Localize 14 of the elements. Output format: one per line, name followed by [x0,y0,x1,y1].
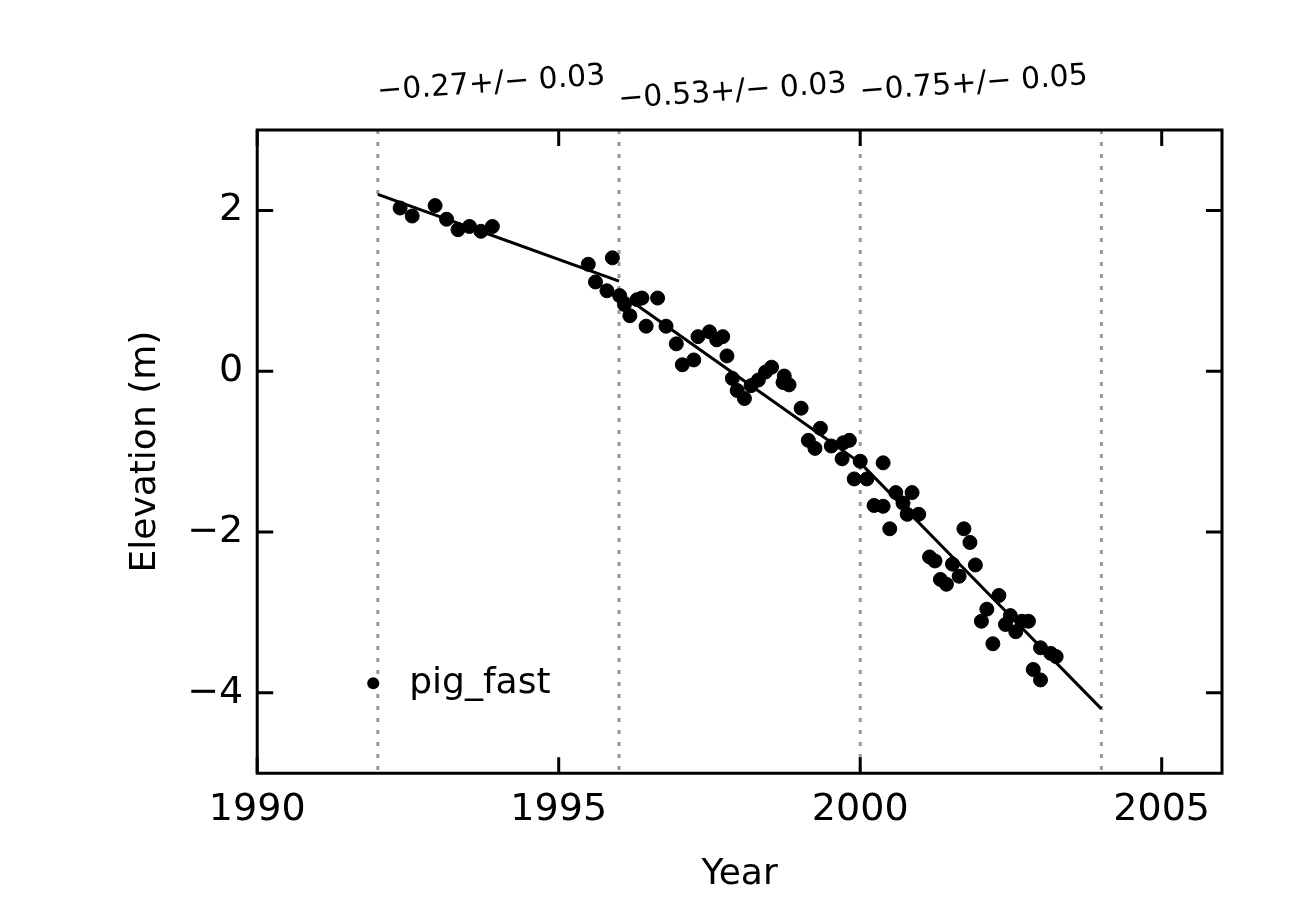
legend-label: pig_fast [409,659,551,701]
x-tick-label: 1995 [510,784,608,829]
y-tick-label: −4 [187,667,244,712]
x-tick-label: 1990 [208,784,306,829]
text: −0.53+/− 0.03 [617,64,848,115]
y-tick-label: 0 [219,346,244,391]
y-axis-title: Elevation (m) [121,330,163,573]
text: −0.27+/− 0.03 [375,56,607,107]
text: −0.75+/− 0.05 [858,56,1089,107]
y-tick-label: 2 [219,185,244,230]
x-axis-title: Year [700,850,778,892]
x-tick-label: 2000 [811,784,909,829]
y-tick-label: −2 [187,506,244,551]
x-tick-label: 2005 [1113,784,1211,829]
